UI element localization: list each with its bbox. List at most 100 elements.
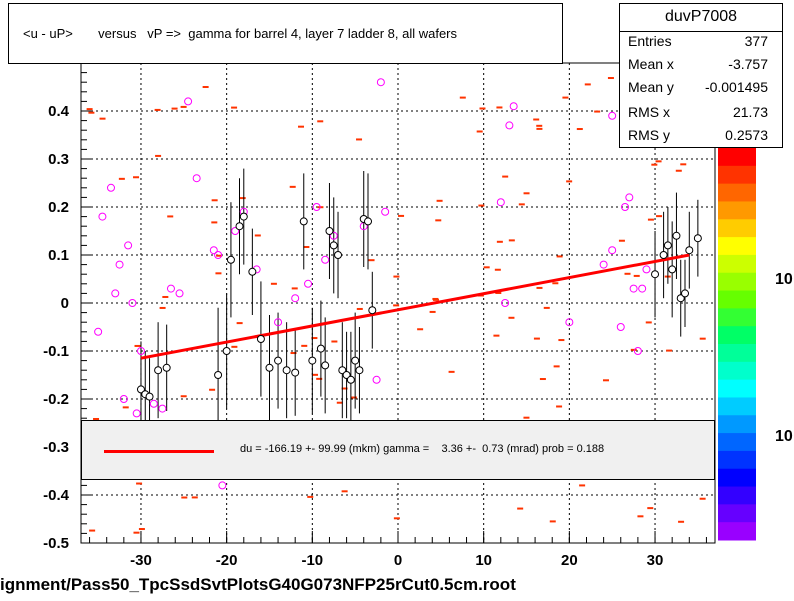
histogram-cell [558, 339, 565, 342]
color-palette: 10 10 [718, 148, 793, 541]
histogram-cell [356, 138, 363, 141]
profile-point [672, 231, 681, 240]
histogram-cell [536, 286, 543, 289]
magenta-point [629, 284, 638, 293]
histogram-cell [539, 378, 546, 381]
data-points [94, 78, 702, 490]
histogram-cell [171, 107, 178, 110]
histogram-cell [138, 528, 145, 531]
histogram-cell [290, 352, 297, 355]
histogram-cell [312, 373, 319, 376]
histogram-cell [448, 370, 455, 373]
magenta-point [175, 289, 184, 298]
y-tick-label: -0.1 [43, 343, 69, 360]
histogram-cell [155, 154, 162, 157]
histogram-cell [209, 388, 216, 391]
y-tick-label: -0.2 [43, 391, 69, 408]
histogram-cell [429, 310, 436, 313]
histogram-cell [133, 531, 140, 534]
magenta-point [214, 251, 223, 259]
x-tick-label: 10 [475, 552, 492, 569]
histogram-cell [552, 282, 559, 285]
profile-point [681, 289, 690, 298]
magenta-point [501, 299, 510, 307]
histogram-cell [576, 128, 583, 131]
histogram-cell [368, 259, 375, 262]
legend-fit-line [104, 450, 214, 453]
magenta-point [128, 299, 137, 307]
histogram-cell [180, 105, 187, 108]
palette-cell [718, 308, 756, 327]
magenta-point [496, 198, 505, 207]
histogram-cell [202, 86, 209, 89]
profile-point [291, 368, 300, 377]
magenta-point [372, 375, 381, 384]
histogram-cell [579, 484, 586, 487]
profile-point [364, 217, 373, 226]
profile-point [651, 270, 660, 279]
magenta-point [608, 111, 617, 120]
histogram-cell [134, 344, 141, 347]
stat-value: 377 [744, 33, 768, 49]
y-tick-label: -0.3 [43, 439, 69, 456]
histogram-cell [536, 127, 543, 130]
magenta-point [98, 212, 107, 221]
stat-row-rms-x: RMS x 21.73 [620, 104, 782, 126]
palette-cell [718, 148, 756, 167]
x-tick-label: 20 [561, 552, 578, 569]
x-tick-label: 0 [394, 552, 402, 569]
histogram-cell [678, 520, 685, 523]
stat-value: 21.73 [732, 104, 768, 120]
palette-cell [718, 254, 756, 274]
profile-point [316, 344, 325, 353]
palette-cell [718, 201, 756, 220]
histogram-cell [86, 108, 93, 111]
histogram-cell [523, 416, 530, 419]
histogram-cell [254, 234, 261, 237]
profile-point [235, 222, 244, 231]
x-tick-label: -10 [301, 552, 323, 569]
histogram-cell [270, 282, 277, 285]
profile-point [368, 306, 377, 315]
magenta-point [565, 318, 574, 327]
magenta-point [509, 102, 518, 111]
histogram-cell [493, 334, 500, 337]
fit-line-group [140, 253, 690, 360]
histogram-cell [356, 307, 363, 310]
histogram-cell [159, 306, 166, 309]
histogram-cell [93, 417, 100, 420]
profile-point [693, 234, 702, 243]
palette-cell [718, 219, 756, 238]
histogram-cell [231, 106, 238, 109]
histogram-cell [231, 345, 238, 348]
stat-label: RMS y [628, 127, 670, 143]
y-tick-label: 0.4 [48, 103, 70, 120]
magenta-point [608, 246, 617, 255]
palette-cell [718, 415, 756, 434]
profile-point [162, 363, 171, 372]
y-tick-label: -0.4 [43, 487, 70, 504]
histogram-cell [122, 406, 129, 409]
magenta-point [209, 246, 218, 255]
histogram-cell [341, 387, 348, 390]
histogram-cell [553, 365, 560, 368]
histogram-cell [191, 496, 198, 499]
magenta-point [599, 260, 608, 269]
histogram-cell [215, 272, 222, 275]
magenta-point [124, 241, 133, 250]
histogram-cell [316, 377, 323, 380]
palette-cell [718, 165, 756, 185]
profile-point [282, 366, 291, 375]
histogram-cell [478, 204, 485, 207]
histogram-cell [289, 185, 296, 188]
histogram-cell [637, 515, 644, 518]
histogram-cell [533, 118, 540, 121]
stat-row-entries: Entries 377 [620, 33, 782, 55]
histogram-cell [675, 169, 682, 172]
magenta-point [274, 318, 283, 327]
histogram-cell [432, 298, 439, 301]
histogram-cell [496, 240, 503, 243]
histogram-cell [651, 163, 658, 166]
histogram-cell [523, 192, 530, 195]
histogram-cell [336, 401, 343, 404]
